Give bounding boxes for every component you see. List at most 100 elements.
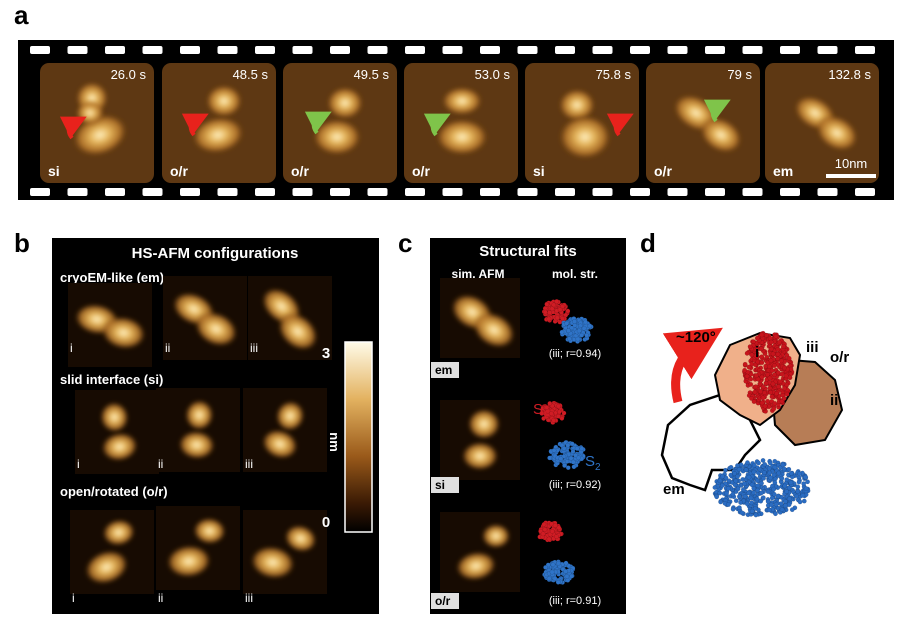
afm-lobe	[102, 519, 135, 546]
atom	[556, 525, 562, 531]
atom	[748, 371, 754, 377]
atom	[747, 344, 753, 350]
atom	[564, 573, 570, 579]
atom	[726, 478, 732, 484]
atom	[781, 466, 787, 472]
atom	[770, 381, 776, 387]
atom	[775, 356, 781, 362]
atom	[784, 477, 790, 483]
atom	[797, 471, 802, 477]
atom	[770, 351, 776, 357]
atom	[732, 471, 737, 476]
atom	[753, 384, 759, 390]
atom	[745, 460, 750, 466]
atom	[771, 406, 777, 412]
atom	[754, 335, 760, 341]
sprocket-holes	[30, 46, 875, 196]
subunit-label: S2	[585, 453, 601, 473]
atom	[726, 502, 731, 507]
atom	[546, 576, 552, 581]
atom	[762, 403, 768, 409]
afm-particle	[166, 517, 226, 578]
atom	[565, 465, 571, 471]
afm-lobe	[262, 429, 298, 459]
atom	[759, 332, 765, 338]
atom	[565, 577, 571, 583]
atom	[571, 464, 577, 470]
atom	[579, 446, 585, 452]
atom	[742, 367, 748, 373]
atom	[744, 373, 750, 379]
frame-state: o/r	[412, 163, 430, 179]
sprocket-hole	[855, 46, 875, 54]
subunit-letter: S	[585, 453, 595, 470]
atom	[773, 333, 779, 339]
fit-label: (iii; r=0.92)	[549, 479, 601, 491]
afm-particle	[85, 519, 135, 584]
afm-particle	[262, 401, 305, 459]
atom	[779, 475, 785, 481]
atom	[744, 350, 750, 356]
atom	[801, 498, 807, 504]
atom	[763, 332, 769, 338]
frame-time: 79 s	[727, 67, 752, 82]
panel-label: c	[398, 228, 412, 258]
item-label: iii	[245, 591, 253, 605]
sprocket-hole	[255, 46, 275, 54]
atom	[728, 464, 734, 470]
group-heading: open/rotated (o/r)	[60, 484, 168, 499]
sprocket-hole	[742, 188, 763, 196]
atom	[541, 521, 547, 527]
sprocket-hole	[592, 46, 613, 54]
atom	[766, 507, 772, 513]
atom	[575, 455, 581, 461]
sprocket-hole	[292, 188, 313, 196]
atom	[783, 373, 789, 379]
afm-lobe	[278, 312, 318, 351]
afm-lobe	[250, 546, 295, 579]
afm-lobe	[436, 119, 488, 155]
atom	[554, 534, 559, 540]
sprocket-hole	[180, 46, 200, 54]
atom	[556, 409, 562, 415]
atom	[730, 491, 736, 497]
atom	[556, 560, 561, 566]
atom	[786, 466, 792, 472]
atom	[755, 483, 761, 489]
atom	[781, 395, 787, 401]
state-box	[431, 593, 459, 609]
frame-state: em	[773, 163, 793, 179]
atom	[742, 361, 748, 367]
atom	[562, 463, 567, 468]
atom	[724, 490, 729, 496]
atom	[760, 384, 766, 390]
atom	[803, 474, 809, 480]
atom	[554, 315, 560, 321]
atom	[540, 531, 546, 537]
atom	[753, 353, 759, 359]
item-label: iii	[250, 341, 258, 355]
atom	[552, 576, 558, 581]
atom	[749, 500, 755, 506]
atom	[763, 380, 769, 386]
atom	[752, 506, 758, 511]
state-box	[431, 362, 459, 378]
atom	[738, 500, 743, 505]
item-label: ii	[158, 457, 163, 471]
item-label: i	[77, 457, 80, 471]
atom	[565, 442, 571, 448]
motion-arrow	[59, 116, 87, 140]
atom	[558, 456, 564, 462]
atom	[749, 352, 755, 358]
shape-label: i	[755, 344, 759, 361]
sprocket-hole	[817, 46, 838, 54]
frame-time: 26.0 s	[111, 67, 147, 82]
atom	[566, 328, 571, 334]
atom	[752, 389, 758, 395]
sprocket-hole	[480, 188, 500, 196]
atom	[546, 536, 552, 542]
sprocket-hole	[555, 46, 575, 54]
